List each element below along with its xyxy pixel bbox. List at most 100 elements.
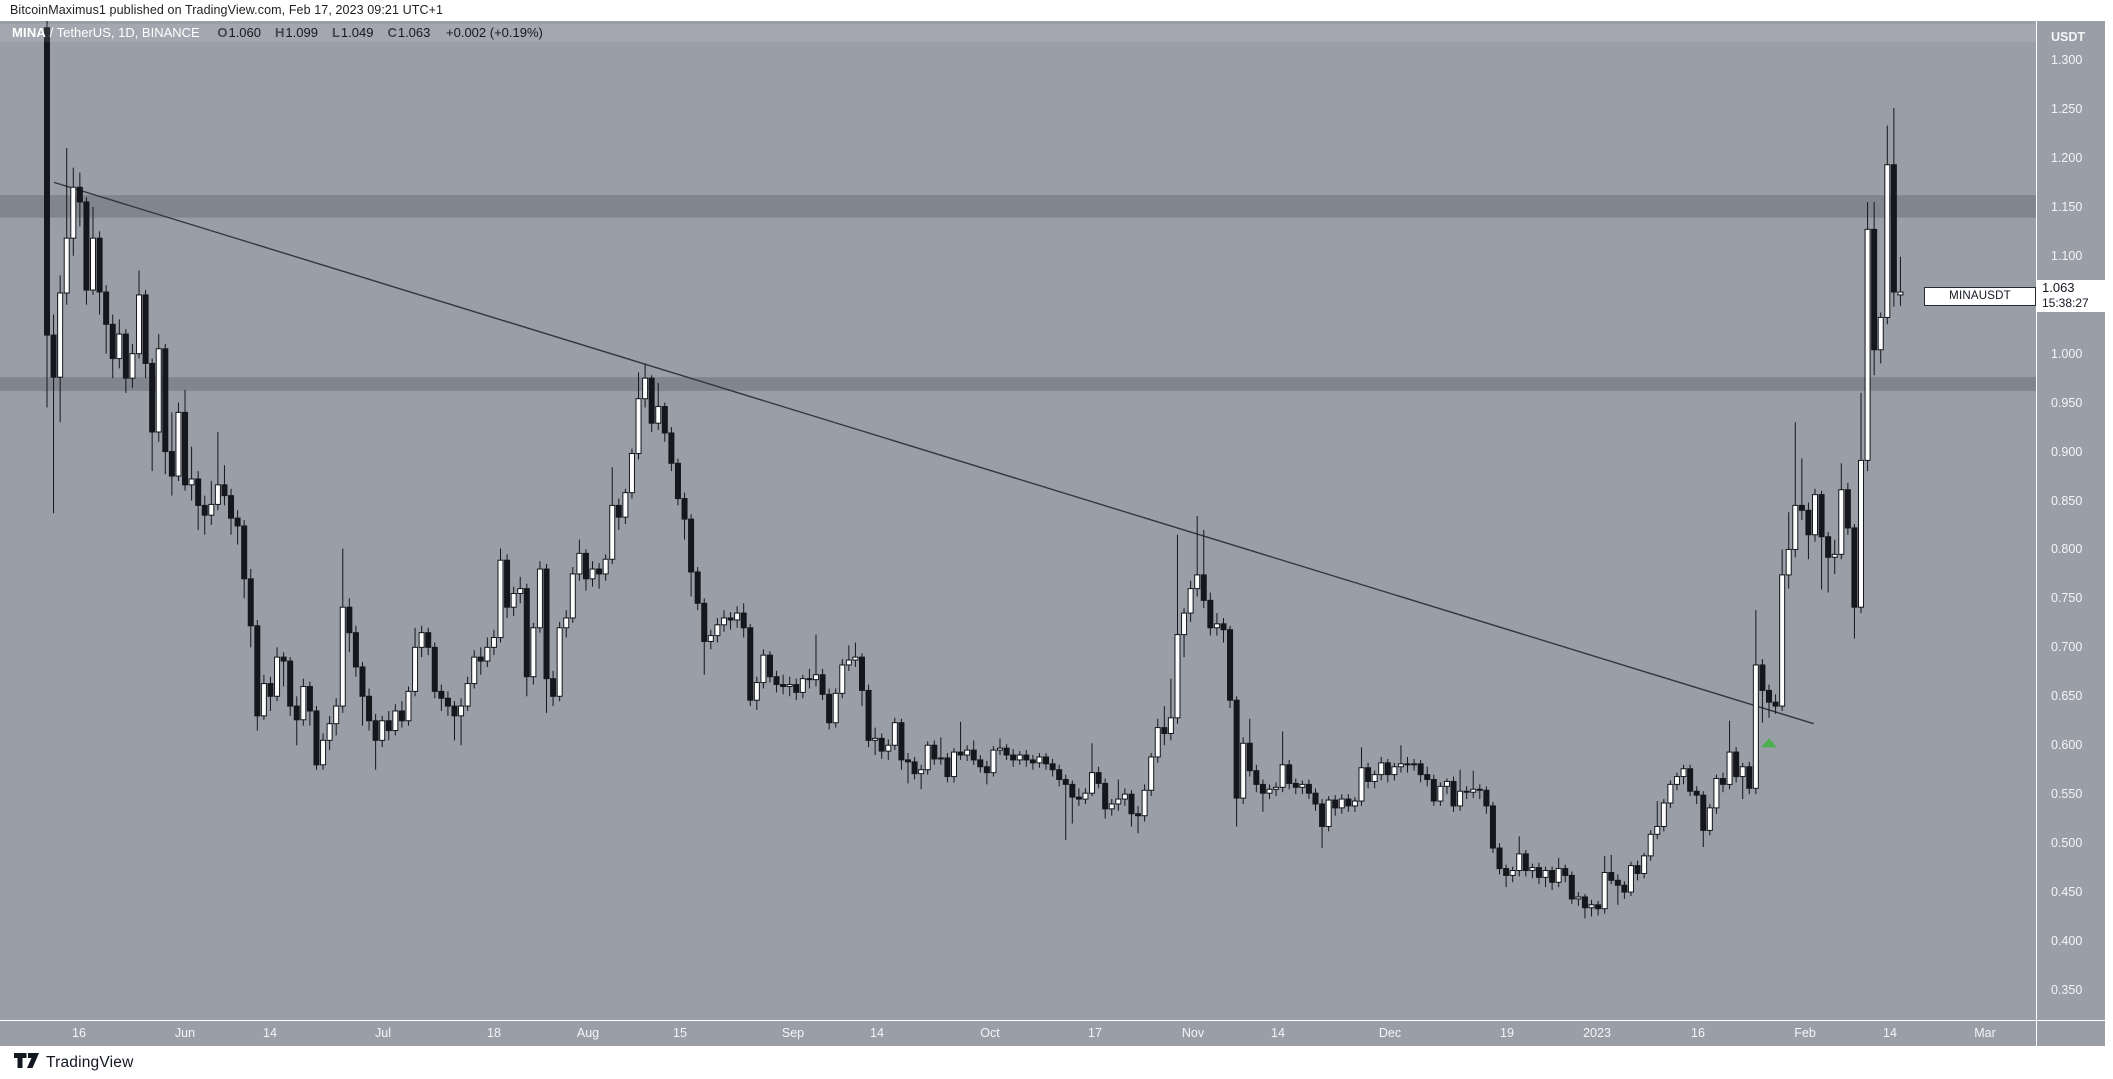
candle-body — [44, 27, 50, 336]
candle-body — [1772, 701, 1779, 707]
buy-arrow-marker[interactable] — [1760, 738, 1777, 748]
candle-body — [260, 683, 267, 717]
candle-body — [1305, 783, 1312, 794]
candle-body — [622, 492, 629, 518]
candle-body — [983, 766, 990, 774]
candle-body — [990, 749, 997, 774]
legend-change: +0.002 (+0.19%) — [446, 25, 543, 40]
candle-body — [1825, 536, 1832, 558]
candle-body — [1884, 164, 1891, 318]
price-tick: 1.100 — [2051, 248, 2083, 263]
candle-body — [997, 747, 1004, 751]
candle-body — [642, 377, 649, 400]
candle-body — [865, 689, 872, 741]
candle-body — [530, 627, 537, 678]
candle-body — [937, 757, 944, 760]
candle-body — [1595, 904, 1602, 910]
candle-body — [458, 705, 465, 717]
candle-body — [1634, 865, 1641, 874]
candle-body — [694, 571, 701, 604]
price-scale-axis[interactable]: USDT 1.3001.2501.2001.1501.1001.0501.000… — [2036, 21, 2105, 1046]
candle-body — [359, 666, 366, 697]
candle-body — [214, 484, 221, 505]
candle-body — [753, 682, 760, 701]
candle-body — [1069, 783, 1076, 798]
price-tick: 1.300 — [2051, 53, 2083, 67]
legend-symbol: MINA — [12, 25, 47, 40]
candle-body — [1575, 896, 1582, 900]
candle-body — [891, 722, 898, 746]
time-tick: Jun — [174, 1026, 196, 1040]
candle-body — [1102, 782, 1109, 810]
candle-body — [1503, 868, 1510, 876]
candle-body — [451, 705, 458, 717]
candle-body — [1430, 778, 1437, 802]
candle-body — [1463, 790, 1470, 793]
candle-body — [1358, 767, 1365, 802]
tradingview-brand-text[interactable]: TradingView — [46, 1054, 134, 1071]
candle-body — [1095, 772, 1102, 784]
candle-body — [1220, 623, 1227, 631]
candle-body — [1733, 751, 1740, 778]
candle-body — [1148, 756, 1155, 791]
candle-body — [1378, 762, 1385, 776]
candle-body — [490, 637, 497, 648]
candle-body — [1687, 768, 1694, 792]
candle-body — [1312, 792, 1319, 805]
candle-body — [1194, 574, 1201, 590]
price-tick: 0.600 — [2051, 738, 2083, 753]
time-tick: Nov — [1181, 1026, 1205, 1040]
candle-body — [221, 484, 228, 497]
candle-body — [1713, 778, 1720, 809]
candle-body — [267, 683, 274, 697]
candle-body — [1581, 896, 1588, 909]
candle-body — [964, 749, 971, 756]
price-zones — [0, 195, 2036, 391]
snapshot-header: BitcoinMaximus1 published on TradingView… — [0, 0, 2113, 21]
candle-body — [878, 737, 885, 752]
candle-body — [628, 453, 635, 494]
candle-body — [372, 720, 379, 741]
candle-body — [379, 720, 386, 741]
candle-body — [1397, 763, 1404, 768]
candle-body — [1417, 763, 1424, 776]
time-tick: 16 — [1691, 1026, 1705, 1040]
candle-body — [70, 186, 77, 239]
candle-body — [1864, 228, 1871, 461]
descending-trendline[interactable] — [53, 181, 1814, 725]
candle-body — [274, 656, 281, 697]
candle-body — [1371, 774, 1378, 782]
chart-pane[interactable]: MINA / TetherUS, 1D, BINANCE O1.060 H1.09… — [0, 21, 2036, 1020]
candle-body — [504, 559, 511, 608]
candle-body — [1549, 870, 1556, 883]
candle-body — [116, 333, 123, 360]
candle-body — [563, 617, 570, 629]
candle-body — [1890, 164, 1897, 293]
candle-body — [1056, 769, 1063, 780]
candle-body — [589, 568, 596, 580]
candle-body — [615, 504, 622, 518]
footer-bar: TradingView — [0, 1046, 2113, 1079]
candle-body — [819, 674, 826, 695]
candle-body — [1437, 785, 1444, 802]
candlestick-chart-canvas[interactable] — [0, 21, 2036, 1020]
candle-body — [1292, 782, 1299, 788]
candle-body — [832, 692, 839, 724]
candle-body — [1831, 553, 1838, 558]
candle-body — [1726, 751, 1733, 785]
candle-body — [1647, 833, 1654, 857]
candle-body — [1135, 813, 1142, 817]
candle-body — [576, 552, 583, 575]
candle-body — [602, 558, 609, 575]
time-scale-axis[interactable]: 16 Jun 14 Jul 18 Aug 15 Sep 14 Oct 17 Nov 14 Dec 19 202… — [0, 1020, 2036, 1046]
candle-body — [1739, 766, 1746, 778]
candle-body — [96, 237, 103, 293]
candle-body — [1023, 754, 1030, 761]
candle-body — [1752, 664, 1759, 789]
candle-body — [234, 517, 241, 527]
candle-body — [1443, 780, 1450, 787]
candle-body — [280, 656, 287, 662]
candle-body — [1207, 599, 1214, 629]
candle-body — [366, 695, 373, 722]
tradingview-logo-icon[interactable] — [14, 1053, 40, 1072]
